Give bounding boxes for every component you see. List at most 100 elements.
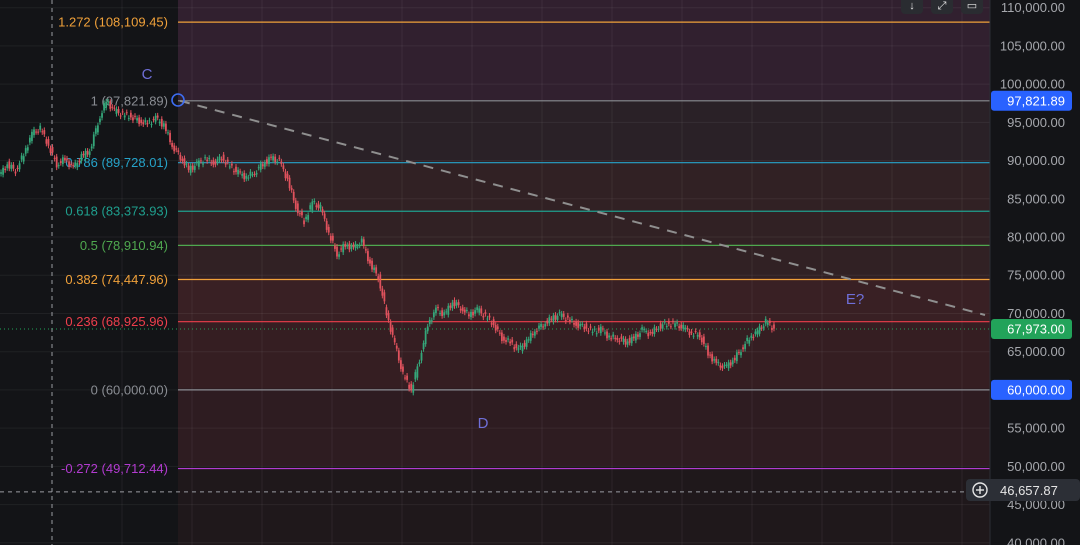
price-candle-body (162, 123, 165, 127)
price-candle-body (630, 336, 633, 344)
price-candle-body (721, 365, 724, 369)
price-candle-body (303, 220, 305, 225)
price-candle-body (412, 384, 415, 393)
price-candle-body (525, 339, 528, 347)
price-candle-body (70, 163, 73, 166)
price-candle-body (395, 345, 398, 349)
price-candle-body (511, 339, 514, 343)
price-candle-body (319, 204, 322, 209)
camera-icon[interactable]: ▭ (961, 0, 983, 14)
fib-level-label: 0.618 (83,373.93) (65, 204, 168, 219)
price-candle-body (202, 163, 204, 165)
price-candle-body (82, 153, 85, 156)
arrow-down-icon[interactable]: ↓ (901, 0, 923, 14)
price-tags: 97,821.89 67,973.00 60,000.00 (991, 90, 1072, 400)
price-candle-body (601, 328, 604, 330)
price-candle-body (713, 359, 716, 361)
price-candle-body (610, 338, 613, 340)
price-candle-body (257, 167, 260, 169)
wave-label-c: C (142, 66, 153, 83)
price-candle-body (748, 340, 751, 344)
price-candle-body (702, 336, 705, 344)
wave-c-anchor-handle[interactable] (171, 93, 185, 107)
price-candle-body (387, 313, 390, 321)
price-candle-body (684, 327, 687, 330)
price-candle-body (239, 171, 242, 173)
price-candle-body (449, 305, 452, 308)
price-candle-body (78, 160, 81, 163)
price-candle-body (447, 305, 450, 315)
price-candle-body (107, 101, 110, 103)
price-candle-body (463, 309, 466, 313)
price-candle-body (620, 336, 623, 339)
price-candle-body (103, 103, 105, 111)
fibonacci-levels: 1.272 (108,109.45) 1 (97,821.89) 0.786 (89… (58, 15, 990, 476)
price-candle-body (354, 243, 357, 249)
price-candle-body (282, 165, 285, 170)
plus-circle-icon[interactable] (972, 482, 988, 498)
price-candle-body (160, 118, 163, 127)
price-candle-body (270, 156, 272, 158)
price-candle-body (678, 326, 681, 329)
price-candle-body (80, 154, 83, 161)
price-candle-body (544, 324, 547, 327)
price-candle-body (325, 220, 328, 230)
price-axis-tick-label: 40,000.00 (1007, 535, 1065, 545)
price-axis-tick-label: 85,000.00 (1007, 191, 1065, 206)
price-candle-body (173, 145, 176, 152)
price-candle-body (294, 200, 297, 209)
price-candle-body (742, 347, 744, 350)
price-candle-body (729, 362, 732, 366)
price-candle-body (309, 205, 312, 210)
price-candle-body (391, 327, 394, 335)
price-candle-body (651, 331, 654, 334)
expand-icon[interactable]: ⤢ (931, 0, 953, 14)
price-candle-body (430, 320, 433, 322)
price-candle-body (521, 345, 524, 352)
price-candle-body (125, 112, 128, 114)
price-candle-body (496, 326, 499, 330)
price-candle-body (639, 333, 641, 337)
price-candle-body (771, 328, 773, 330)
price-candle-body (692, 335, 695, 337)
price-candle-body (373, 267, 376, 271)
price-candle-body (608, 335, 610, 338)
price-candle-body (292, 191, 295, 201)
price-candle-body (470, 311, 472, 318)
fib-level-label: 1 (97,821.89) (91, 93, 168, 108)
descending-trendline[interactable] (179, 99, 986, 316)
fib-level-label: 0.5 (78,910.94) (80, 238, 168, 253)
price-candle-body (410, 383, 413, 391)
price-candle-body (680, 324, 683, 329)
price-candle-body (585, 323, 588, 329)
price-candle-body (189, 165, 192, 173)
price-candle-body (367, 251, 369, 262)
price-candle-body (255, 172, 258, 175)
price-candle-body (150, 124, 153, 126)
price-candle-body (550, 318, 553, 320)
price-candle-body (766, 322, 769, 325)
price-candle-body (626, 341, 629, 345)
price-candle-body (241, 174, 244, 176)
price-axis[interactable]: 110,000.00 105,000.00 100,000.00 95,000.00 9… (1000, 0, 1065, 545)
price-candle-body (117, 109, 120, 113)
price-candle-body (773, 324, 775, 329)
price-candle-body (437, 307, 439, 309)
price-candle-body (212, 160, 215, 165)
price-candle-body (2, 167, 4, 175)
price-candle-body (643, 329, 646, 331)
price-candle-body (245, 175, 248, 179)
crosshair-price-readout[interactable]: 46,657.87 (966, 479, 1080, 501)
price-candle-body (402, 366, 404, 372)
price-candle-body (8, 161, 11, 169)
price-candle-body (688, 331, 691, 336)
price-candle-body (272, 156, 275, 161)
price-candle-body (249, 171, 252, 176)
price-candle-body (641, 327, 643, 330)
price-candle-body (494, 324, 497, 331)
price-candle-body (175, 148, 178, 150)
price-candle-body (152, 119, 155, 121)
price-candle-body (649, 332, 652, 334)
